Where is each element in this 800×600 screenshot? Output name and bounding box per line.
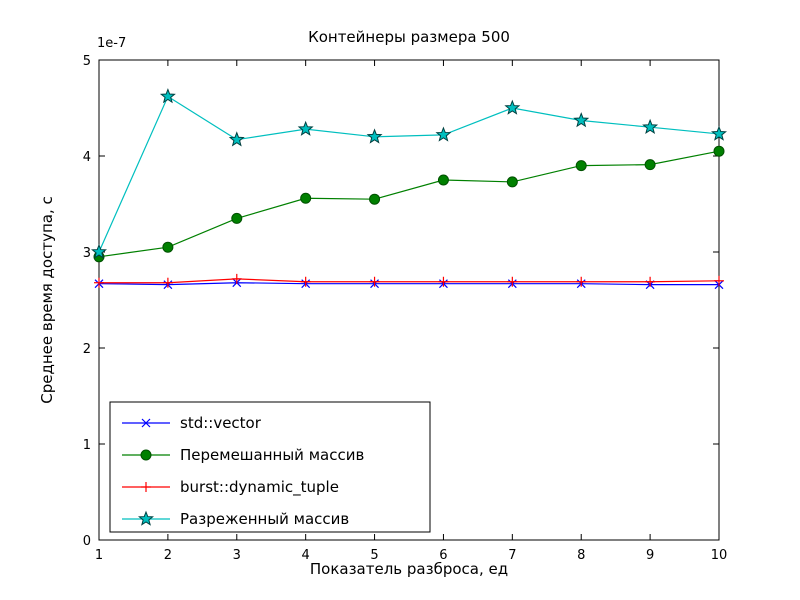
legend-label-2: burst::dynamic_tuple [180,478,339,497]
series-1 [93,145,725,263]
x-tick-label: 2 [164,548,172,563]
marker-plus [438,276,449,287]
marker-star [573,112,590,128]
y-tick-label: 4 [83,150,91,165]
y-axis-offset-text: 1e-7 [97,36,127,51]
marker-circle [162,241,174,253]
marker-plus [231,273,242,284]
marker-circle [713,145,725,157]
series-line-0 [98,282,719,286]
x-tick-label: 6 [439,548,447,563]
marker-star [297,120,314,136]
marker-plus [369,276,380,287]
marker-plus [645,276,656,287]
y-tick-label: 0 [83,534,91,549]
legend-box [109,401,431,533]
marker-star [91,243,107,259]
marker-circle [231,212,243,224]
axes-frame [98,59,720,541]
x-tick-label: 4 [302,548,310,563]
x-tick-label: 7 [508,548,516,563]
x-tick-label: 9 [646,548,654,563]
x-tick-label: 3 [233,548,241,563]
series-2 [94,273,724,288]
marker-star [228,131,245,147]
marker-circle [644,159,656,171]
y-tick-label: 5 [83,54,91,69]
marker-star [504,99,521,115]
marker-plus [576,276,587,287]
marker-plus [141,482,151,492]
marker-star [642,118,659,134]
marker-star [138,510,154,526]
series-line-1 [98,150,720,258]
marker-circle [575,160,587,172]
marker-plus [300,276,311,287]
legend-label-3: Разреженный массив [180,510,349,528]
legend-label-1: Перемешанный массив [180,446,364,464]
marker-circle [369,193,381,205]
x-tick-label: 5 [370,548,378,563]
marker-plus [714,275,724,286]
legend-label-0: std::vector [180,414,262,432]
y-tick-label: 3 [83,246,91,261]
y-tick-label: 2 [83,342,91,357]
marker-x [141,418,151,428]
marker-circle [140,449,152,461]
marker-star [435,126,452,142]
chart-title: Контейнеры размера 500 [308,28,510,46]
x-tick-label: 10 [711,548,728,563]
x-tick-label: 1 [95,548,103,563]
series-line-2 [99,278,720,284]
marker-plus [507,276,518,287]
x-axis-label: Показатель разброса, ед [309,560,509,578]
marker-star [159,88,176,104]
x-tick-label: 8 [577,548,585,563]
y-tick-label: 1 [83,438,91,453]
series-3 [91,88,727,259]
marker-circle [437,174,449,186]
marker-star [711,125,727,141]
marker-plus [94,277,104,288]
series-0 [94,278,724,290]
marker-circle [300,192,312,204]
marker-plus [162,277,173,288]
series-line-3 [98,95,720,253]
marker-circle [506,176,518,188]
marker-star [366,128,383,144]
